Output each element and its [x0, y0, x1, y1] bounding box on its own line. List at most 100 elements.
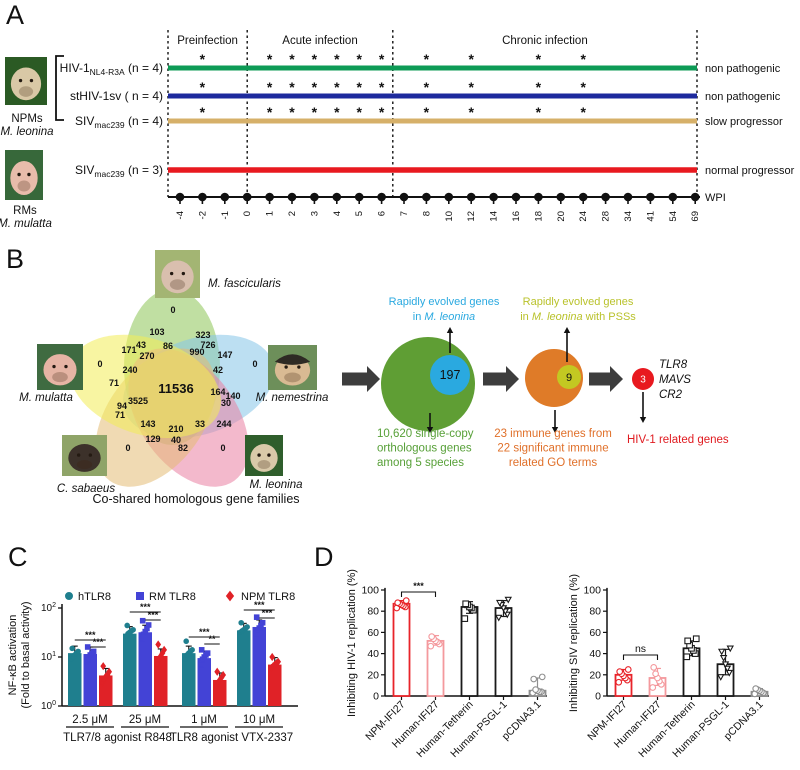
c-dose-label: 25 μM [129, 714, 161, 726]
sample-asterisk: * [312, 51, 318, 67]
d-data-point [650, 664, 658, 671]
venn-count: 140 [225, 391, 240, 401]
hiv-gene-name: MAVS [659, 374, 691, 386]
wpi-tick-label: 20 [556, 211, 567, 222]
c-data-point [145, 622, 152, 628]
d-y-tick-label: 100 [583, 585, 601, 597]
c-agonist-label: TLR7/8 agonist R848 [63, 732, 172, 744]
wpi-tick-label: 41 [645, 211, 656, 222]
c-data-point [161, 645, 168, 654]
virus-row-label: SIVmac239 (n = 4) [75, 114, 163, 130]
c-sig-label: *** [199, 627, 210, 637]
c-data-point [214, 667, 221, 676]
c-data-point [90, 648, 97, 655]
sample-asterisk: * [334, 51, 340, 67]
arrowhead-icon [551, 427, 559, 433]
venn-monkey-photo [155, 250, 200, 298]
venn-monkey-photo [245, 435, 283, 476]
outcome-label: slow progressor [705, 116, 783, 128]
c-agonist-label: TLR8 agonist VTX-2337 [170, 732, 293, 744]
c-data-point [139, 617, 146, 624]
venn-count: 82 [178, 443, 188, 453]
wpi-tick-dot [578, 192, 588, 202]
sample-asterisk: * [200, 51, 206, 67]
arrowhead-icon [446, 327, 454, 333]
sample-asterisk: * [536, 104, 542, 120]
c-data-point [106, 667, 113, 676]
d-y-tick-label: 100 [361, 585, 379, 597]
d-bar [392, 602, 411, 697]
step1-caption-line: 10,620 single-copy [377, 428, 474, 440]
wpi-tick-label: 54 [668, 211, 679, 222]
d-data-point [725, 669, 734, 677]
venn-species-label: M. fascicularis [208, 278, 281, 290]
flow-arrow-icon [483, 366, 519, 392]
panel-a-timeline: Preinfection Acute infection Chronic infec… [0, 30, 795, 230]
sample-asterisk: * [468, 51, 474, 67]
phase-label: Chronic infection [502, 35, 588, 47]
c-sig-label: *** [140, 602, 151, 612]
venn-species-label: M. mulatta [19, 392, 73, 404]
sample-asterisk: * [424, 104, 430, 120]
wpi-tick-dot [220, 192, 230, 202]
venn-species-label: C. sabaeus [57, 483, 115, 495]
c-data-point [100, 662, 107, 671]
c-data-point [84, 644, 91, 650]
wpi-tick-label: 10 [444, 211, 455, 222]
venn-count: 210 [168, 424, 183, 434]
immune-genes-circle [525, 349, 583, 407]
c-data-point [259, 619, 266, 626]
step1-title-line1: Rapidly evolved genes [389, 296, 500, 308]
sample-asterisk: * [356, 51, 362, 67]
d-data-point [427, 642, 435, 650]
venn-count: 42 [213, 365, 223, 375]
d-data-point [495, 614, 503, 622]
c-bar [268, 664, 282, 706]
wpi-tick-label: 3 [309, 211, 320, 216]
wpi-tick-dot [623, 192, 633, 202]
panel-b-label: B [6, 244, 25, 274]
venn-monkey-photo [37, 344, 83, 390]
wpi-tick-label: 69 [690, 211, 701, 222]
wpi-tick-dot [332, 192, 342, 202]
phase-label: Preinfection [177, 35, 238, 47]
venn-species-label: M. nemestrina [256, 392, 329, 404]
venn-count: 0 [252, 359, 257, 369]
wpi-tick-label: 1 [265, 211, 276, 216]
wpi-axis-label: WPI [705, 192, 726, 204]
d-data-point [692, 635, 700, 643]
wpi-tick-label: 5 [354, 211, 365, 216]
d-data-point [615, 678, 623, 686]
c-sig-label: *** [85, 630, 96, 640]
c-data-point [204, 650, 211, 656]
rm-monkey-photo [5, 150, 43, 200]
outcome-label: non pathogenic [705, 91, 781, 103]
wpi-tick-dot [601, 192, 610, 202]
npm-group-name: NPMs [11, 113, 43, 125]
c-data-point [130, 626, 136, 633]
sample-asterisk: * [536, 79, 542, 95]
c-data-point [154, 660, 161, 669]
venn-count: 270 [139, 351, 154, 361]
venn-count: 30 [221, 398, 231, 408]
step2-caption-line: related GO terms [509, 457, 597, 469]
step2-caption-line: 23 immune genes from [494, 428, 612, 440]
wpi-tick-label: -1 [220, 211, 231, 219]
d-y-tick-label: 80 [589, 606, 601, 618]
venn-count: 33 [195, 419, 205, 429]
d-y-tick-label: 0 [595, 691, 601, 703]
sample-asterisk: * [200, 79, 206, 95]
d-data-point [723, 665, 732, 673]
venn-count: 3525 [128, 396, 148, 406]
step2-title-line2: in M. leonina with PSSs [520, 311, 636, 323]
venn-count: 71 [109, 378, 119, 388]
step1-caption-line: among 5 species [377, 457, 464, 469]
wpi-tick-dot [198, 192, 207, 202]
c-sig-label: *** [148, 610, 159, 620]
legend-circle-icon [65, 592, 73, 600]
c-data-point [189, 647, 195, 653]
npm-monkey-photo [5, 57, 47, 105]
d-data-point [721, 661, 730, 669]
wpi-tick-label: 8 [421, 211, 432, 216]
